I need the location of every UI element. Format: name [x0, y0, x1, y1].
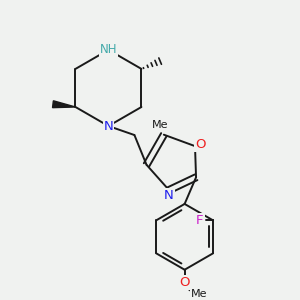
- Text: NH: NH: [100, 44, 117, 56]
- Text: N: N: [103, 119, 113, 133]
- Text: Me: Me: [191, 289, 207, 299]
- Text: O: O: [179, 276, 190, 290]
- Text: F: F: [196, 214, 204, 227]
- Polygon shape: [52, 101, 76, 108]
- Text: N: N: [164, 189, 174, 202]
- Text: O: O: [195, 138, 206, 151]
- Text: Me: Me: [152, 120, 169, 130]
